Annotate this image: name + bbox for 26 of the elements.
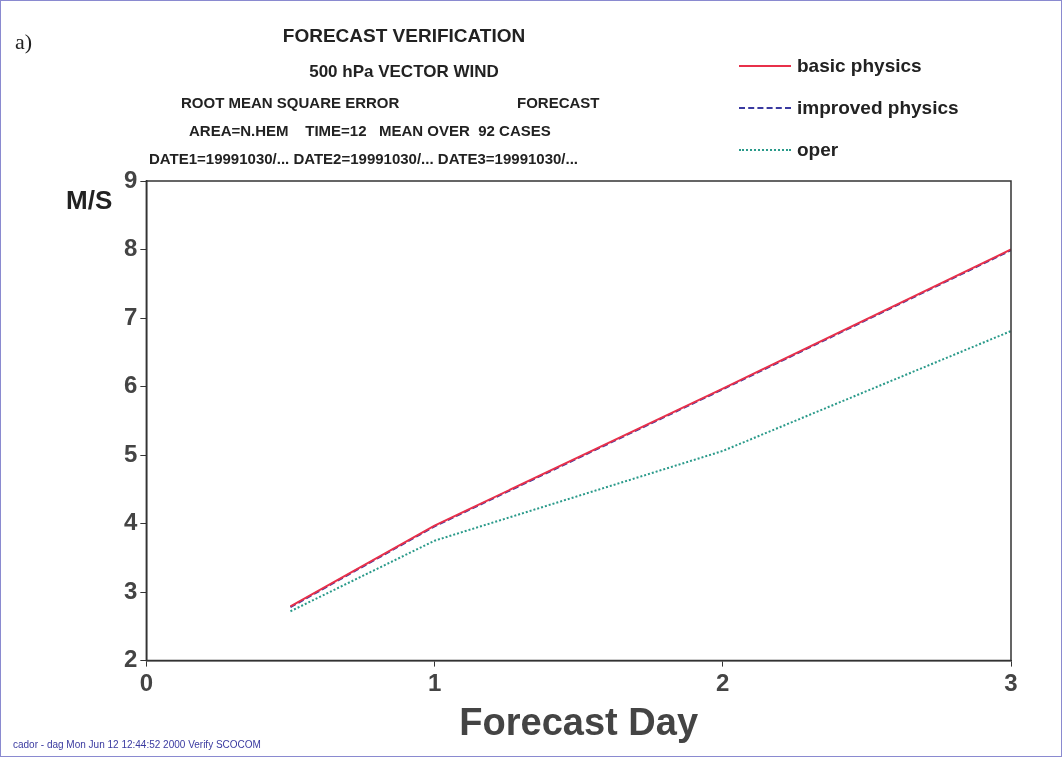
- line-series: [289, 330, 1011, 613]
- y-tick-label: 7: [123, 302, 138, 330]
- y-tick-label: 5: [123, 439, 138, 467]
- y-tick-label: 2: [123, 645, 138, 673]
- y-tick-label: 4: [123, 508, 138, 536]
- chart-subtitle: 500 hPa VECTOR WIND: [308, 62, 500, 82]
- y-tick-label: 6: [123, 371, 138, 399]
- x-tick-label: 2: [716, 668, 730, 696]
- y-tick-label: 8: [123, 234, 138, 262]
- legend-label: oper: [797, 139, 839, 161]
- y-axis-title: M/S: [66, 185, 113, 216]
- y-tick-label: 3: [123, 576, 138, 604]
- x-tick-label: 0: [139, 668, 154, 696]
- text: DATE1=19991030/... DATE2=19991030/... DATE3=19991030/...: [149, 150, 579, 167]
- x-tick-label: 1: [427, 668, 442, 696]
- x-tick-label: 3: [1004, 668, 1018, 696]
- legend-label: improved physics: [797, 97, 959, 119]
- chart-title: FORECAST VERIFICATION: [281, 25, 527, 47]
- legend-label: basic physics: [797, 55, 922, 77]
- text: AREA=N.HEM TIME=12 MEAN OVER 92 CASES: [189, 122, 551, 139]
- text: FORECAST: [517, 94, 600, 111]
- text: ROOT MEAN SQUARE ERROR: [181, 94, 400, 111]
- text: cador - dag Mon Jun 12 12:44:52 2000 Verify SCOCOM: [13, 739, 261, 750]
- x-axis-title: Forecast Day: [459, 700, 699, 743]
- text: a): [15, 29, 33, 55]
- y-tick-label: 9: [123, 165, 138, 193]
